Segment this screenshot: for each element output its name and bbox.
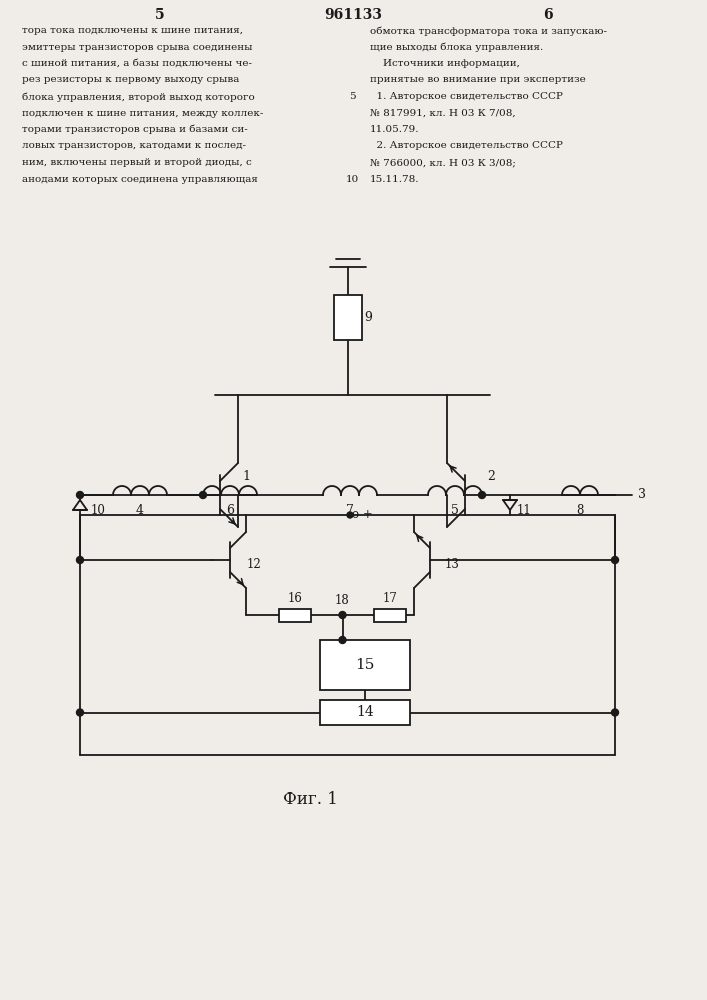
Bar bbox=[279, 608, 311, 621]
Circle shape bbox=[339, 611, 346, 618]
Text: Фиг. 1: Фиг. 1 bbox=[283, 792, 337, 808]
Text: эмиттеры транзисторов срыва соединены: эмиттеры транзисторов срыва соединены bbox=[22, 42, 252, 51]
Text: торами транзисторов срыва и базами си-: торами транзисторов срыва и базами си- bbox=[22, 125, 247, 134]
Text: 1: 1 bbox=[242, 471, 250, 484]
Text: 9: 9 bbox=[364, 311, 372, 324]
Text: 961133: 961133 bbox=[324, 8, 382, 22]
Text: 4: 4 bbox=[136, 504, 144, 518]
Text: 2. Авторское свидетельство СССР: 2. Авторское свидетельство СССР bbox=[370, 141, 563, 150]
Circle shape bbox=[612, 556, 619, 564]
Text: o +: o + bbox=[351, 508, 373, 522]
Text: ловых транзисторов, катодами к послед-: ловых транзисторов, катодами к послед- bbox=[22, 141, 246, 150]
Text: 10: 10 bbox=[90, 504, 105, 516]
Text: 10: 10 bbox=[346, 174, 358, 184]
Circle shape bbox=[76, 709, 83, 716]
Text: № 766000, кл. Н 03 К 3/08;: № 766000, кл. Н 03 К 3/08; bbox=[370, 158, 516, 167]
Text: 3: 3 bbox=[638, 488, 646, 502]
Text: Источники информации,: Источники информации, bbox=[370, 59, 520, 68]
Text: тора тока подключены к шине питания,: тора тока подключены к шине питания, bbox=[22, 26, 243, 35]
Text: 6: 6 bbox=[226, 504, 234, 518]
Bar bbox=[374, 608, 406, 621]
Text: 17: 17 bbox=[382, 592, 397, 605]
Text: 8: 8 bbox=[576, 504, 584, 518]
Text: блока управления, второй выход которого: блока управления, второй выход которого bbox=[22, 92, 255, 102]
Circle shape bbox=[347, 512, 353, 518]
Text: 5: 5 bbox=[451, 504, 459, 518]
Circle shape bbox=[339, 637, 346, 644]
Circle shape bbox=[76, 491, 83, 498]
Text: 7: 7 bbox=[346, 504, 354, 518]
Text: 15.11.78.: 15.11.78. bbox=[370, 174, 419, 184]
Circle shape bbox=[76, 556, 83, 564]
Bar bbox=[320, 640, 410, 690]
Text: 6: 6 bbox=[543, 8, 553, 22]
Bar bbox=[334, 295, 362, 340]
Text: рез резисторы к первому выходу срыва: рез резисторы к первому выходу срыва bbox=[22, 76, 240, 85]
Text: 11.05.79.: 11.05.79. bbox=[370, 125, 419, 134]
Text: 18: 18 bbox=[335, 594, 350, 607]
Text: щие выходы блока управления.: щие выходы блока управления. bbox=[370, 42, 543, 52]
Text: 5: 5 bbox=[156, 8, 165, 22]
Text: с шиной питания, а базы подключены че-: с шиной питания, а базы подключены че- bbox=[22, 59, 252, 68]
Circle shape bbox=[479, 491, 486, 498]
Circle shape bbox=[612, 709, 619, 716]
Text: 12: 12 bbox=[247, 558, 262, 572]
Text: № 817991, кл. Н 03 К 7/08,: № 817991, кл. Н 03 К 7/08, bbox=[370, 108, 515, 117]
Circle shape bbox=[199, 491, 206, 498]
Text: 1. Авторское свидетельство СССР: 1. Авторское свидетельство СССР bbox=[370, 92, 563, 101]
Text: 5: 5 bbox=[349, 92, 356, 101]
Text: принятые во внимание при экспертизе: принятые во внимание при экспертизе bbox=[370, 76, 586, 85]
Text: 11: 11 bbox=[517, 504, 532, 516]
Bar bbox=[320, 700, 410, 725]
Text: ним, включены первый и второй диоды, с: ним, включены первый и второй диоды, с bbox=[22, 158, 252, 167]
Text: 13: 13 bbox=[445, 558, 460, 572]
Text: 14: 14 bbox=[356, 706, 374, 720]
Text: 16: 16 bbox=[288, 592, 303, 605]
Text: подключен к шине питания, между коллек-: подключен к шине питания, между коллек- bbox=[22, 108, 264, 117]
Text: обмотка трансформатора тока и запускаю-: обмотка трансформатора тока и запускаю- bbox=[370, 26, 607, 35]
Text: 15: 15 bbox=[356, 658, 375, 672]
Text: 2: 2 bbox=[487, 471, 495, 484]
Text: анодами которых соединена управляющая: анодами которых соединена управляющая bbox=[22, 174, 258, 184]
